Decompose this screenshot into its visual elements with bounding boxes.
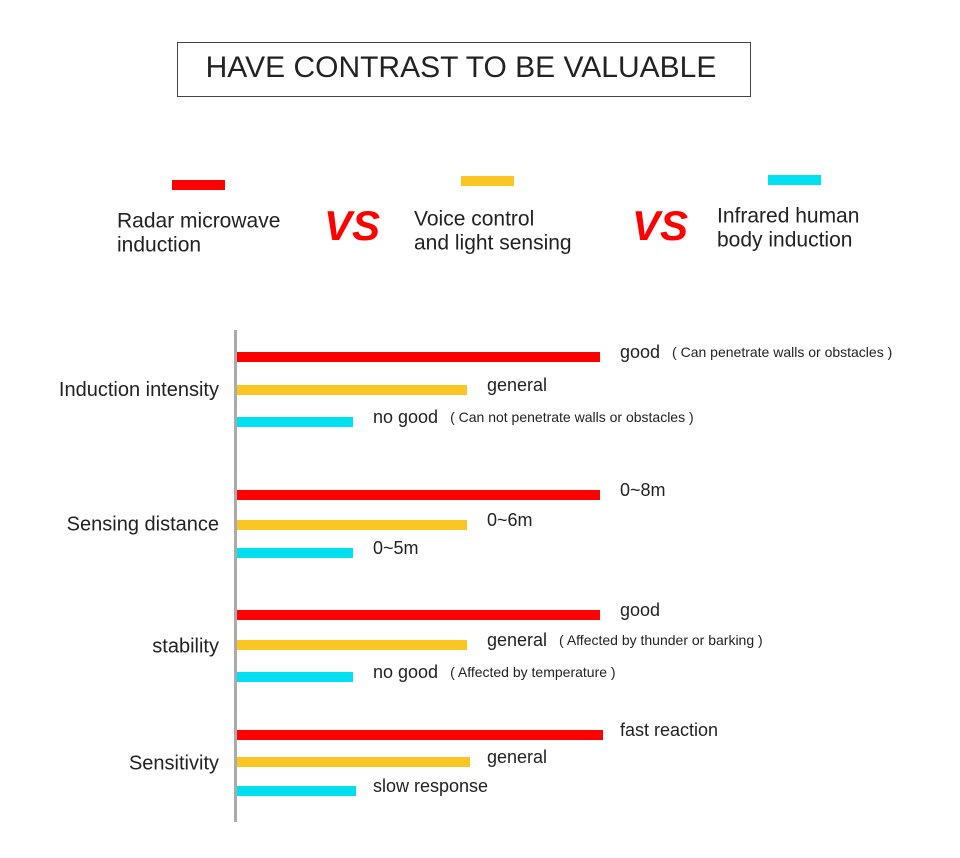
bar-label: general [487, 375, 547, 395]
bar-note: ( Can penetrate walls or obstacles ) [672, 344, 892, 360]
bar-label: 0~8m [620, 480, 666, 500]
bar-label: good ( Can penetrate walls or obstacles ) [620, 342, 892, 362]
bar-note: ( Affected by temperature ) [450, 664, 616, 680]
legend-label: Voice control [414, 208, 534, 231]
title-box [177, 42, 751, 97]
legend-swatch [172, 180, 225, 190]
legend-label: and light sensing [414, 232, 572, 255]
group-label: Sensitivity [129, 752, 219, 774]
bar-label: no good ( Can not penetrate walls or obst… [373, 407, 694, 427]
vs-label: VS [632, 202, 688, 249]
bar-label: general [487, 747, 547, 767]
legend-label: induction [117, 234, 201, 257]
bar-text: no good [373, 662, 438, 682]
legend-label: Radar microwave [117, 210, 280, 233]
bar-text: general [487, 747, 547, 767]
comparison-bar [237, 672, 353, 682]
legend-label: Infrared human [717, 205, 859, 228]
comparison-bar [237, 417, 353, 427]
legend-label: body induction [717, 229, 852, 252]
bar-note: ( Affected by thunder or barking ) [559, 632, 763, 648]
group-label: Induction intensity [59, 379, 219, 401]
bar-label: no good ( Affected by temperature ) [373, 662, 616, 682]
comparison-bar [237, 352, 600, 362]
comparison-bar [237, 757, 470, 767]
bar-label: general ( Affected by thunder or barking … [487, 630, 763, 650]
bar-text: fast reaction [620, 720, 718, 740]
comparison-bar [237, 520, 467, 530]
comparison-bar [237, 490, 600, 500]
bar-text: 0~8m [620, 480, 666, 500]
group-label: stability [152, 635, 219, 657]
bar-text: general [487, 630, 547, 650]
bar-text: 0~6m [487, 510, 533, 530]
title: HAVE CONTRAST TO BE VALUABLE [206, 51, 717, 84]
bar-label: 0~5m [373, 538, 419, 558]
legend-swatch [768, 175, 821, 185]
bar-note: ( Can not penetrate walls or obstacles ) [450, 409, 694, 425]
bar-text: slow response [373, 776, 488, 796]
comparison-bar [237, 548, 353, 558]
bar-label: 0~6m [487, 510, 533, 530]
legend-swatch [461, 176, 514, 186]
bar-label: slow response [373, 776, 488, 796]
bar-text: no good [373, 407, 438, 427]
comparison-bar [237, 610, 600, 620]
bar-label: fast reaction [620, 720, 718, 740]
bar-text: good [620, 342, 660, 362]
comparison-bar [237, 786, 356, 796]
bar-text: good [620, 600, 660, 620]
group-label: Sensing distance [67, 513, 219, 535]
bar-text: general [487, 375, 547, 395]
bar-text: 0~5m [373, 538, 419, 558]
comparison-bar [237, 385, 467, 395]
vs-label: VS [324, 202, 380, 249]
bar-label: good [620, 600, 660, 620]
comparison-bar [237, 640, 467, 650]
comparison-bar [237, 730, 603, 740]
